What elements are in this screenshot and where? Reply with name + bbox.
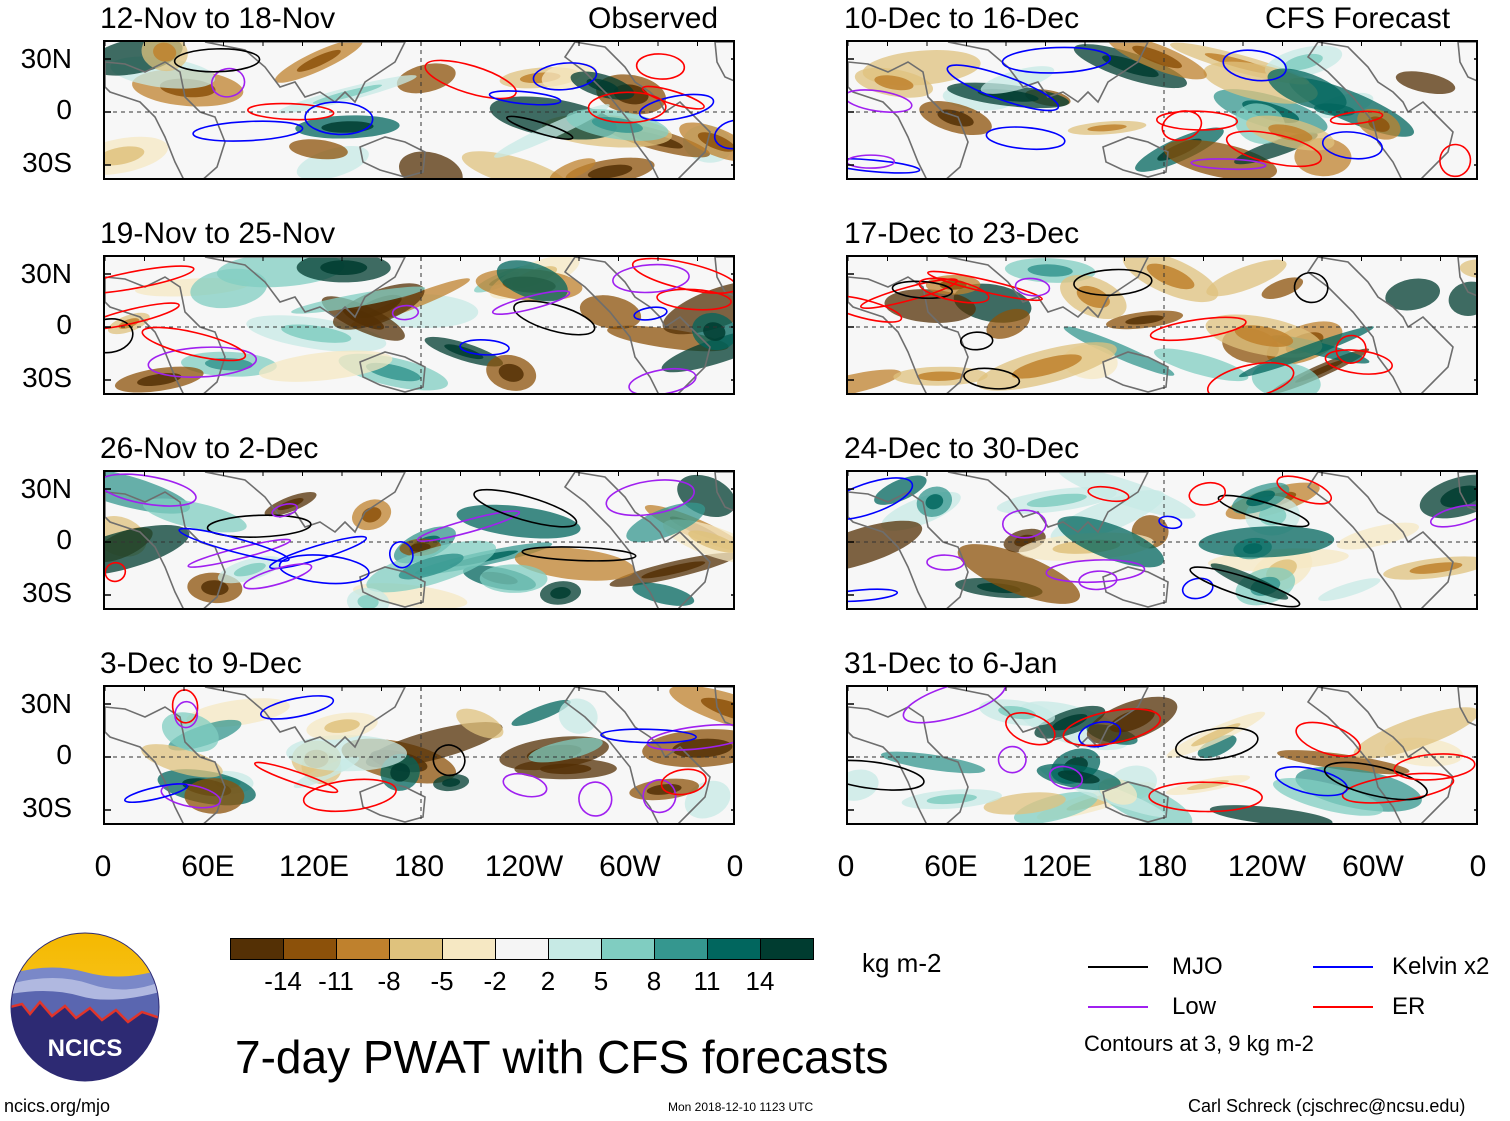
colorbar-tick-label: -5 [430,966,454,996]
lat-label-eq: 0 [56,309,72,340]
lat-label-eq: 0 [56,739,72,770]
panel-title-obs-1: 12-Nov to 18-Nov [100,2,336,35]
legend-line-kelvin [1313,966,1373,968]
legend-line-low [1088,1006,1148,1008]
colorbar-tick-label: 5 [593,966,609,996]
map-panel-forecast-1 [846,40,1478,180]
logo-text: NCICS [48,1035,123,1062]
colorbar-swatch [548,938,602,960]
panel-title-obs-2: 19-Nov to 25-Nov [100,217,336,250]
lon-label: 60W [1342,850,1404,883]
lon-label: 0 [726,850,744,883]
observed-header: Observed [588,2,719,35]
panel-title-obs-3: 26-Nov to 2-Dec [100,432,319,465]
panel-title-obs-4: 3-Dec to 9-Dec [100,647,302,680]
lat-label-30n: 30N [20,43,72,74]
lat-label-eq: 0 [56,94,72,125]
lon-label: 0 [837,850,855,883]
colorbar-tick-label: 14 [745,966,775,996]
colorbar-tick-label: -8 [377,966,401,996]
lon-label: 60E [181,850,235,883]
colorbar-swatch [336,938,390,960]
map-panel-forecast-4 [846,685,1478,825]
legend-line-mjo [1088,966,1148,968]
lon-label: 180 [1136,850,1188,883]
colorbar-tick-label: -2 [483,966,507,996]
lat-label-30s: 30S [22,147,72,178]
colorbar-units: kg m-2 [862,948,942,978]
lon-label: 60E [924,850,978,883]
map-panel-observed-4 [103,685,735,825]
lat-label-eq: 0 [56,524,72,555]
legend-label-kelvin: Kelvin x2 [1392,953,1490,980]
timestamp: Mon 2018-12-10 1123 UTC [668,1100,814,1114]
colorbar-swatch [230,938,284,960]
legend-label-low: Low [1172,993,1217,1020]
legend-line-er [1313,1006,1373,1008]
colorbar-tick-label: 2 [540,966,556,996]
website-link[interactable]: ncics.org/mjo [4,1096,111,1116]
map-panel-forecast-3 [846,470,1478,610]
legend-note: Contours at 3, 9 kg m-2 [1084,1031,1314,1056]
colorbar-swatch [654,938,708,960]
lon-label: 120E [1021,850,1093,883]
colorbar-swatch [389,938,443,960]
colorbar-tick-label: 8 [646,966,662,996]
colorbar-tick-label: 11 [693,966,721,996]
lon-label: 120W [1227,850,1307,883]
map-panel-observed-1 [103,40,735,180]
lon-label: 120W [484,850,564,883]
ncics-logo: NCICS [10,932,160,1082]
main-title: 7-day PWAT with CFS forecasts [235,1031,889,1083]
map-panel-forecast-2 [846,255,1478,395]
map-panel-observed-2 [103,255,735,395]
legend-label-er: ER [1392,993,1426,1020]
credit: Carl Schreck (cjschrec@ncsu.edu) [1188,1096,1466,1116]
colorbar-swatch [760,938,814,960]
colorbar-swatch [707,938,761,960]
panel-title-fcst-2: 17-Dec to 23-Dec [844,217,1080,250]
lat-label-30s: 30S [22,362,72,393]
lon-label: 120E [278,850,350,883]
lat-label-30s: 30S [22,792,72,823]
lat-label-30s: 30S [22,577,72,608]
lon-label: 60W [599,850,661,883]
colorbar-swatch [283,938,337,960]
panel-title-fcst-3: 24-Dec to 30-Dec [844,432,1080,465]
panel-title-fcst-1: 10-Dec to 16-Dec [844,2,1080,35]
map-panel-observed-3 [103,470,735,610]
colorbar-tick-label: -11 [318,966,354,996]
legend-label-mjo: MJO [1172,953,1223,980]
panel-title-fcst-4: 31-Dec to 6-Jan [844,647,1058,680]
lat-label-30n: 30N [20,473,72,504]
lon-label: 0 [1469,850,1487,883]
lat-label-30n: 30N [20,258,72,289]
lon-label: 0 [94,850,112,883]
colorbar-swatch [495,938,549,960]
forecast-header: CFS Forecast [1265,2,1451,35]
colorbar-tick-label: -14 [264,966,302,996]
lat-label-30n: 30N [20,688,72,719]
colorbar-swatch [601,938,655,960]
colorbar-swatch [442,938,496,960]
lon-label: 180 [393,850,445,883]
